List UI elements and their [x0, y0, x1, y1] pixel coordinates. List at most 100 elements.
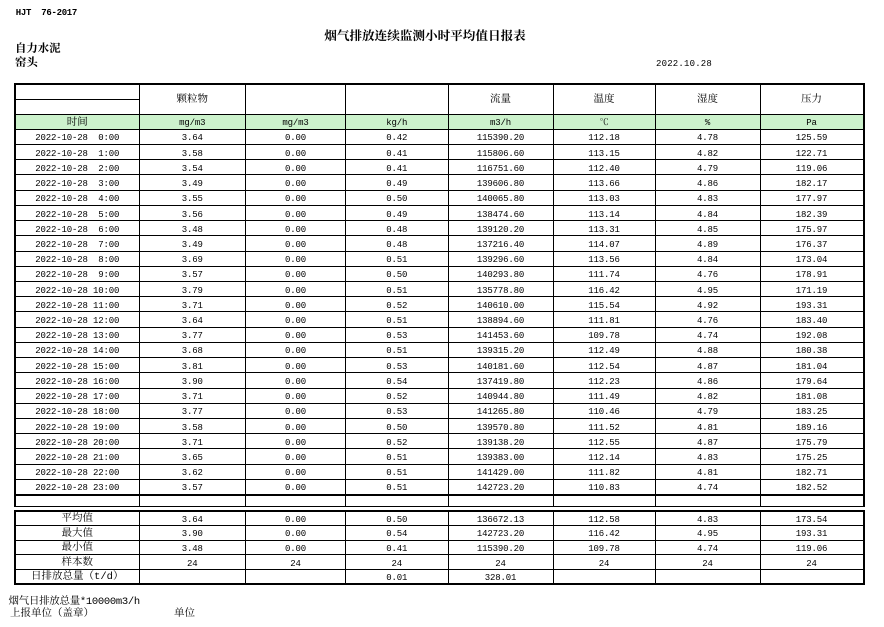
data-cell: 193.31: [759, 296, 864, 313]
data-cell: 0.00: [245, 280, 346, 298]
summary-cell: 193.31: [759, 525, 864, 541]
data-cell: 137216.40: [447, 235, 554, 252]
data-cell: 0.53: [345, 357, 449, 374]
data-cell: 139138.20: [447, 433, 554, 450]
data-cell: 4.88: [654, 341, 761, 359]
data-cell: 2022-10-28 6:00: [14, 220, 140, 237]
col-header-empty2: [245, 83, 346, 115]
data-cell: 138894.60: [447, 311, 554, 328]
data-cell: 175.25: [759, 448, 864, 465]
data-cell: 3.65: [138, 448, 246, 465]
data-cell: 0.54: [345, 372, 449, 389]
data-cell: 140944.80: [447, 387, 554, 404]
data-cell: 0.51: [345, 478, 449, 496]
data-cell: 142723.20: [447, 478, 554, 496]
summary-cell: 4.74: [654, 539, 761, 556]
data-cell: 4.87: [654, 433, 761, 450]
data-cell: 0.51: [345, 311, 449, 328]
data-cell: 2022-10-28 3:00: [14, 174, 140, 191]
data-cell: 180.38: [759, 341, 864, 359]
data-cell: 112.55: [552, 433, 656, 450]
data-cell: 2022-10-28 10:00: [14, 280, 140, 298]
summary-cell: 112.58: [552, 510, 656, 527]
data-cell: 2022-10-28 18:00: [14, 402, 140, 419]
empty-cell: [654, 493, 761, 508]
data-cell: 4.86: [654, 372, 761, 389]
col-header-pressure: 压力: [759, 83, 864, 115]
data-cell: 2022-10-28 7:00: [14, 235, 140, 252]
data-cell: 135778.80: [447, 280, 554, 298]
corner-cell-2: [14, 98, 140, 115]
data-cell: 139383.00: [447, 448, 554, 465]
summary-cell: 24: [552, 554, 656, 570]
data-cell: 2022-10-28 15:00: [14, 357, 140, 374]
data-cell: 111.52: [552, 417, 656, 435]
data-cell: 0.49: [345, 204, 449, 222]
empty-cell: [345, 493, 449, 508]
data-cell: 3.58: [138, 417, 246, 435]
data-cell: 3.79: [138, 280, 246, 298]
data-cell: 182.71: [759, 463, 864, 480]
empty-cell: [759, 493, 864, 508]
summary-label-maximum: 最大值: [14, 525, 140, 541]
data-cell: 3.49: [138, 174, 246, 191]
data-row: 2022-10-28 3:00 3.49 0.00 0.49 139606.80 113.…: [14, 174, 864, 191]
empty-row: [14, 493, 864, 508]
data-cell: 3.71: [138, 296, 246, 313]
data-row: 2022-10-28 12:00 3.64 0.00 0.51 138894.60 111…: [14, 311, 864, 328]
data-cell: 116751.60: [447, 159, 554, 176]
col-header-flow: 流量: [447, 83, 554, 115]
data-cell: 181.08: [759, 387, 864, 404]
data-cell: 112.49: [552, 341, 656, 359]
data-cell: 119.06: [759, 159, 864, 176]
data-cell: 4.74: [654, 478, 761, 496]
data-cell: 113.31: [552, 220, 656, 237]
data-cell: 139570.80: [447, 417, 554, 435]
data-cell: 4.84: [654, 204, 761, 222]
data-cell: 115390.20: [447, 128, 554, 146]
data-row: 2022-10-28 19:00 3.58 0.00 0.50 139570.80 111…: [14, 417, 864, 435]
data-cell: 110.46: [552, 402, 656, 419]
summary-cell: 0.00: [245, 539, 346, 556]
unit-cell-temp-c: ℃: [552, 114, 656, 130]
data-cell: 0.50: [345, 265, 449, 282]
summary-row: 最大值 3.90 0.00 0.54 142723.20 116.42 4.95 193.31: [14, 525, 864, 541]
summary-cell: 142723.20: [447, 525, 554, 541]
data-cell: 112.14: [552, 448, 656, 465]
flue-gas-total-note: 烟气日排放总量*10000m3/h: [8, 592, 141, 608]
data-cell: 139606.80: [447, 174, 554, 191]
data-cell: 0.00: [245, 159, 346, 176]
data-cell: 3.77: [138, 326, 246, 343]
data-cell: 2022-10-28 17:00: [14, 387, 140, 404]
data-cell: 2022-10-28 0:00: [14, 128, 140, 146]
data-row: 2022-10-28 18:00 3.77 0.00 0.53 141265.80 110…: [14, 402, 864, 419]
data-row: 2022-10-28 6:00 3.48 0.00 0.48 139120.20 113.…: [14, 220, 864, 237]
data-cell: 140065.80: [447, 189, 554, 206]
data-cell: 4.83: [654, 448, 761, 465]
summary-cell: 0.54: [345, 525, 449, 541]
summary-cell: 136672.13: [447, 510, 554, 527]
data-cell: 2022-10-28 13:00: [14, 326, 140, 343]
data-cell: 2022-10-28 9:00: [14, 265, 140, 282]
data-cell: 2022-10-28 1:00: [14, 144, 140, 161]
data-cell: 0.00: [245, 372, 346, 389]
data-cell: 4.82: [654, 144, 761, 161]
data-cell: 192.08: [759, 326, 864, 343]
summary-row: 日排放总量（t/d） 0.01 328.01: [14, 568, 864, 585]
data-cell: 0.00: [245, 326, 346, 343]
summary-cell: 0.00: [245, 525, 346, 541]
data-cell: 3.54: [138, 159, 246, 176]
summary-cell: 24: [345, 554, 449, 570]
data-cell: 141453.60: [447, 326, 554, 343]
data-cell: 3.77: [138, 402, 246, 419]
empty-cell: [245, 493, 346, 508]
data-cell: 171.19: [759, 280, 864, 298]
data-cell: 3.69: [138, 250, 246, 267]
summary-label-sample-count: 样本数: [14, 554, 140, 570]
summary-label-daily-total: 日排放总量（t/d）: [14, 568, 140, 585]
unit-cell-time: 时间: [14, 114, 140, 130]
report-unit-label: 上报单位（盖章）: [10, 604, 94, 620]
data-cell: 3.64: [138, 311, 246, 328]
summary-cell: 3.64: [138, 510, 246, 527]
